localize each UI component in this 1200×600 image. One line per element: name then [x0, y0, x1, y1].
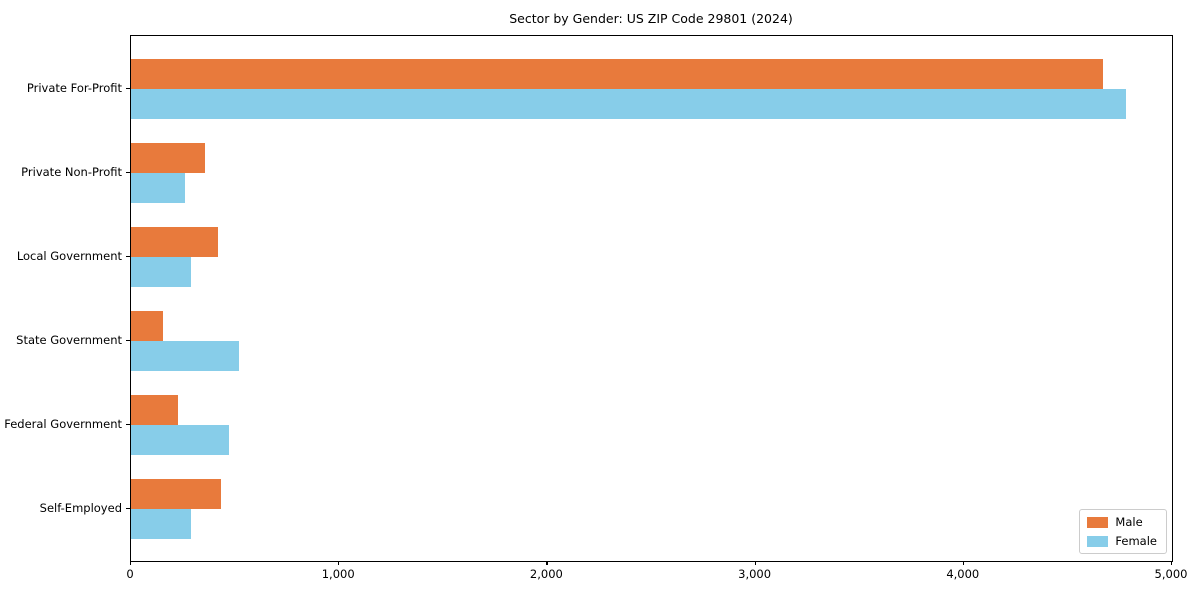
legend-item-male: Male: [1087, 515, 1157, 529]
bar-male-5: [131, 394, 178, 425]
plot-area: Male Female: [130, 35, 1173, 562]
legend-swatch-male: [1087, 516, 1109, 528]
legend-swatch-female: [1087, 535, 1109, 547]
bar-female-6: [131, 508, 192, 539]
legend-label-male: Male: [1115, 515, 1143, 529]
bar-female-1: [131, 88, 1127, 119]
bar-male-1: [131, 58, 1104, 89]
bar-female-3: [131, 256, 192, 287]
y-tick-mark: [126, 423, 130, 425]
x-tick-label: 3,000: [738, 567, 772, 581]
bar-male-3: [131, 226, 219, 257]
x-tick-mark: [962, 561, 964, 565]
x-tick-label: 2,000: [529, 567, 563, 581]
bar-female-2: [131, 172, 186, 203]
y-category-label: Federal Government: [4, 416, 122, 431]
y-category-label: Local Government: [16, 248, 122, 263]
y-tick-mark: [126, 87, 130, 89]
y-category-label: State Government: [16, 332, 122, 347]
legend-label-female: Female: [1115, 534, 1157, 548]
chart-title: Sector by Gender: US ZIP Code 29801 (202…: [509, 11, 793, 26]
x-tick-label: 4,000: [946, 567, 980, 581]
y-tick-mark: [126, 171, 130, 173]
y-category-label: Private Non-Profit: [21, 164, 122, 179]
x-tick-mark: [754, 561, 756, 565]
legend: Male Female: [1079, 509, 1167, 554]
y-tick-mark: [126, 339, 130, 341]
y-tick-mark: [126, 255, 130, 257]
x-tick-label: 5,000: [1154, 567, 1188, 581]
x-tick-label: 0: [126, 567, 134, 581]
x-tick-label: 1,000: [321, 567, 355, 581]
x-tick-mark: [546, 561, 548, 565]
y-category-label: Self-Employed: [39, 500, 122, 515]
bar-female-4: [131, 340, 240, 371]
bar-male-6: [131, 478, 221, 509]
y-category-label: Private For-Profit: [26, 80, 122, 95]
legend-item-female: Female: [1087, 534, 1157, 548]
bar-female-5: [131, 424, 229, 455]
bar-male-4: [131, 310, 164, 341]
x-tick-mark: [130, 561, 132, 565]
bar-male-2: [131, 142, 205, 173]
y-tick-mark: [126, 507, 130, 509]
x-tick-mark: [1171, 561, 1173, 565]
x-tick-mark: [338, 561, 340, 565]
